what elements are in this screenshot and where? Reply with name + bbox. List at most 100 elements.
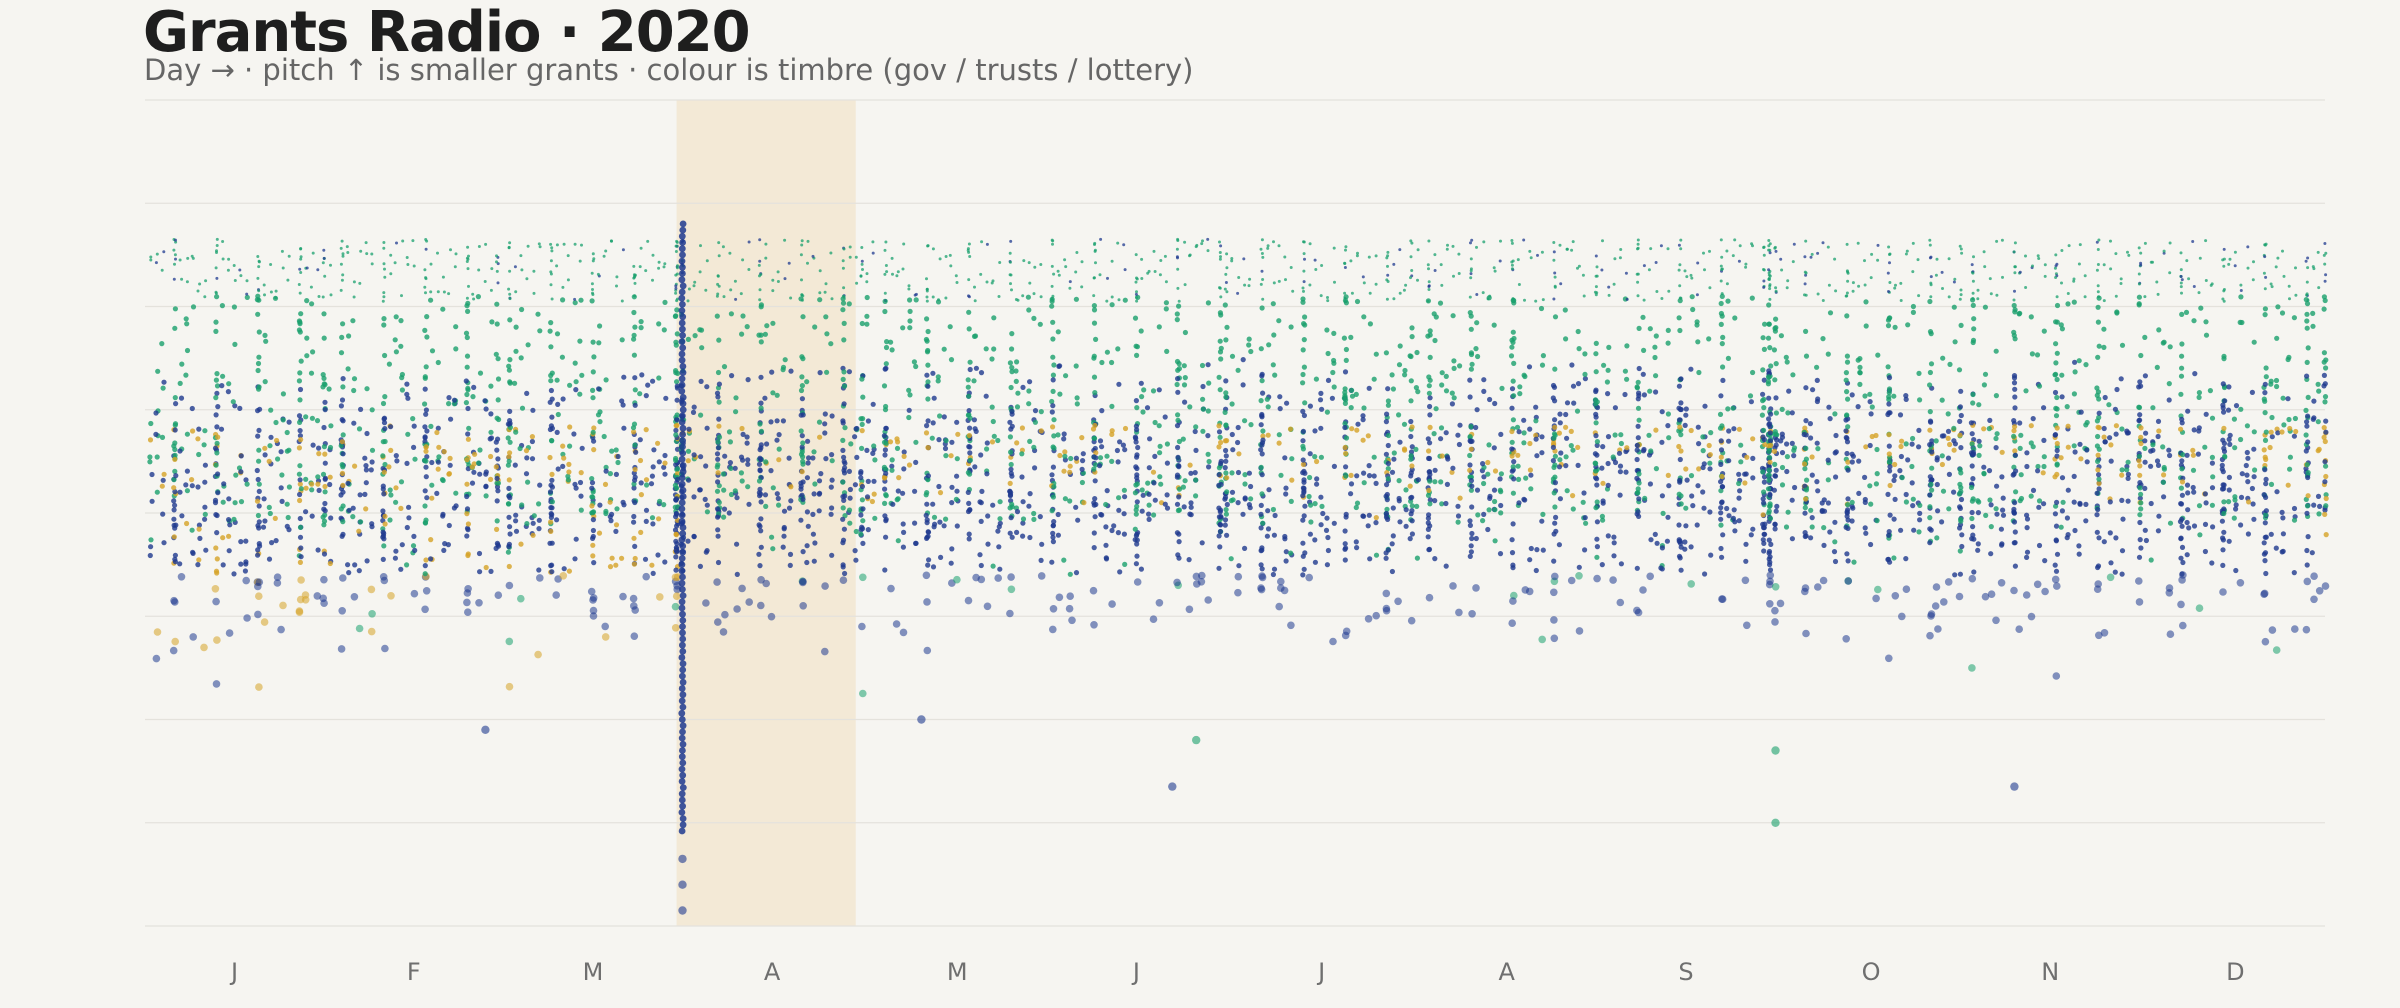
trusts-point <box>799 253 803 257</box>
gov-point <box>1903 396 1909 402</box>
trusts-point <box>890 256 894 260</box>
gov-point <box>428 556 434 562</box>
gov-point <box>338 607 347 615</box>
trusts-point <box>1272 372 1278 378</box>
gov-point <box>1886 410 1892 416</box>
trusts-point <box>854 255 858 259</box>
gov-point <box>398 566 404 572</box>
trusts-point <box>2013 271 2017 275</box>
gov-point <box>1971 451 1977 457</box>
gov-point <box>1188 504 1194 510</box>
trusts-point <box>1911 270 1915 274</box>
gov-point <box>1343 464 1349 470</box>
trusts-point <box>1385 398 1391 404</box>
gov-point <box>1575 381 1582 387</box>
trusts-point <box>1601 239 1604 243</box>
gov-point <box>1678 567 1684 573</box>
trusts-point <box>1665 340 1671 346</box>
gov-point <box>995 528 1001 534</box>
trusts-point <box>320 514 326 520</box>
gov-point <box>1164 460 1170 466</box>
gov-point <box>901 466 907 472</box>
gov-point <box>1385 547 1391 553</box>
trusts-point <box>1766 302 1772 308</box>
trusts-point <box>1736 480 1742 487</box>
trusts-point <box>412 264 416 268</box>
gov-point <box>1750 475 1756 481</box>
gov-point <box>404 460 410 466</box>
gov-point <box>650 378 656 384</box>
gov-point <box>1927 540 1933 546</box>
trusts-point <box>214 450 220 456</box>
gov-point <box>1066 592 1074 600</box>
trusts-point <box>1248 277 1252 281</box>
trusts-point <box>717 241 721 245</box>
gov-point <box>732 465 738 471</box>
lottery-point <box>1706 442 1712 449</box>
gov-point <box>1509 386 1516 392</box>
trusts-point <box>597 409 603 415</box>
trusts-point <box>758 288 762 292</box>
trusts-point <box>1539 362 1546 368</box>
trusts-point <box>1091 374 1098 380</box>
lottery-point <box>1527 440 1533 447</box>
trusts-point <box>1031 510 1037 517</box>
trusts-point <box>907 284 911 288</box>
gov-point <box>786 455 792 461</box>
trusts-point <box>477 447 483 453</box>
trusts-point <box>1725 355 1731 361</box>
gov-point <box>1886 271 1890 275</box>
trusts-point <box>1766 321 1772 327</box>
trusts-point <box>262 379 268 385</box>
gov-point <box>1551 558 1557 564</box>
gov-point <box>286 419 292 425</box>
trusts-point <box>286 447 292 453</box>
lottery-point <box>1079 435 1085 441</box>
trusts-point <box>412 456 418 462</box>
gov-point <box>1384 482 1390 488</box>
trusts-point <box>721 364 728 370</box>
gov-point <box>892 620 901 628</box>
gov-point <box>445 542 451 548</box>
trusts-point <box>392 337 398 343</box>
trusts-point <box>721 487 727 493</box>
gov-point <box>1689 493 1695 499</box>
lottery-point <box>607 564 614 570</box>
gov-point <box>1789 410 1795 416</box>
trusts-point <box>405 431 411 437</box>
trusts-point <box>410 543 417 549</box>
gov-point <box>578 493 584 499</box>
lottery-point <box>1062 449 1068 455</box>
gov-point <box>1301 488 1307 494</box>
trusts-point <box>614 506 620 512</box>
gov-point <box>1773 395 1779 401</box>
trusts-point <box>549 370 555 376</box>
trusts-point <box>812 481 818 487</box>
gov-point <box>579 445 585 451</box>
gov-point <box>174 238 177 242</box>
trusts-point <box>860 518 866 524</box>
trusts-point <box>1636 247 1639 251</box>
gov-point <box>926 557 932 563</box>
trusts-point <box>1725 298 1731 304</box>
gov-point <box>1707 509 1713 515</box>
gov-point <box>757 523 763 530</box>
trusts-point <box>580 243 583 247</box>
gov-point <box>1235 469 1242 476</box>
trusts-point <box>883 361 889 367</box>
gov-point <box>621 374 627 380</box>
trusts-point <box>1851 289 1855 293</box>
gov-point <box>744 434 750 440</box>
gov-point <box>912 488 918 494</box>
trusts-point <box>1205 408 1211 414</box>
trusts-point <box>1138 328 1144 334</box>
trusts-point <box>762 331 769 337</box>
trusts-point <box>577 391 583 397</box>
gov-point <box>536 567 542 573</box>
trusts-point <box>1688 473 1695 479</box>
gov-point <box>422 434 428 440</box>
lottery-point <box>507 450 513 456</box>
trusts-point <box>172 395 178 401</box>
trusts-point <box>1767 244 1771 248</box>
gov-point <box>1724 505 1730 512</box>
